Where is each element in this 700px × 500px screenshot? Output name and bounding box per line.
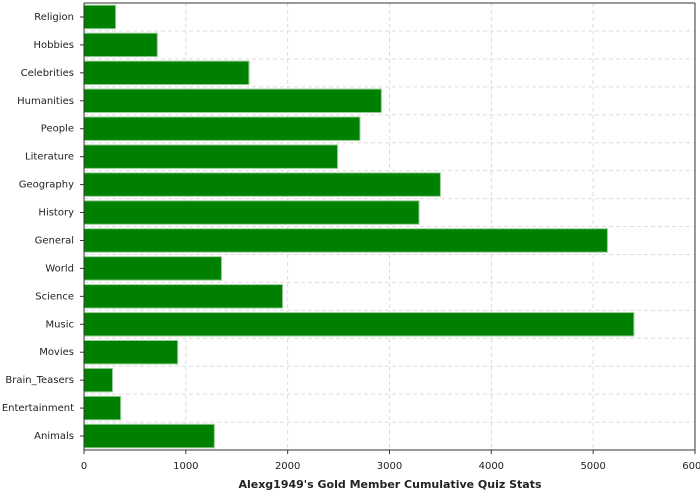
bar <box>83 200 420 225</box>
y-tick-label: Religion <box>34 12 74 23</box>
bar <box>83 367 114 393</box>
y-tick-label: World <box>45 263 74 274</box>
bar <box>83 256 222 281</box>
y-tick-label: Geography <box>19 180 74 191</box>
bar <box>83 88 382 114</box>
y-tick-label: Movies <box>39 347 74 358</box>
x-axis-label: Alexg1949's Gold Member Cumulative Quiz … <box>238 478 542 491</box>
y-tick-label: Celebrities <box>21 68 74 79</box>
x-tick-label: 2000 <box>275 461 300 472</box>
bar <box>83 339 179 365</box>
y-tick-label: People <box>41 124 74 135</box>
bar <box>83 228 608 253</box>
bar <box>83 116 361 141</box>
bar <box>83 4 117 30</box>
y-tick-label: Literature <box>25 152 74 163</box>
y-tick-label: Entertainment <box>2 403 74 414</box>
y-tick-label: Hobbies <box>34 40 74 51</box>
x-tick-label: 3000 <box>377 461 402 472</box>
y-tick-label: Humanities <box>17 96 74 107</box>
x-tick-label: 0 <box>81 461 87 472</box>
x-tick-label: 1000 <box>173 461 198 472</box>
y-tick-label: General <box>35 235 74 246</box>
bar <box>83 144 339 169</box>
y-tick-label: Science <box>35 291 74 302</box>
y-tick-label: Animals <box>34 431 74 442</box>
bar <box>83 32 158 58</box>
bar <box>83 60 250 86</box>
bar <box>83 312 635 337</box>
bar <box>83 423 215 449</box>
x-tick-label: 4000 <box>479 461 504 472</box>
bar <box>83 284 284 309</box>
x-tick-label: 6000 <box>682 461 700 472</box>
y-tick-label: History <box>38 208 74 219</box>
x-tick-label: 5000 <box>580 461 605 472</box>
bar <box>83 172 441 197</box>
y-tick-label: Brain_Teasers <box>5 375 74 386</box>
bar <box>83 395 122 421</box>
y-tick-label: Music <box>46 319 74 330</box>
